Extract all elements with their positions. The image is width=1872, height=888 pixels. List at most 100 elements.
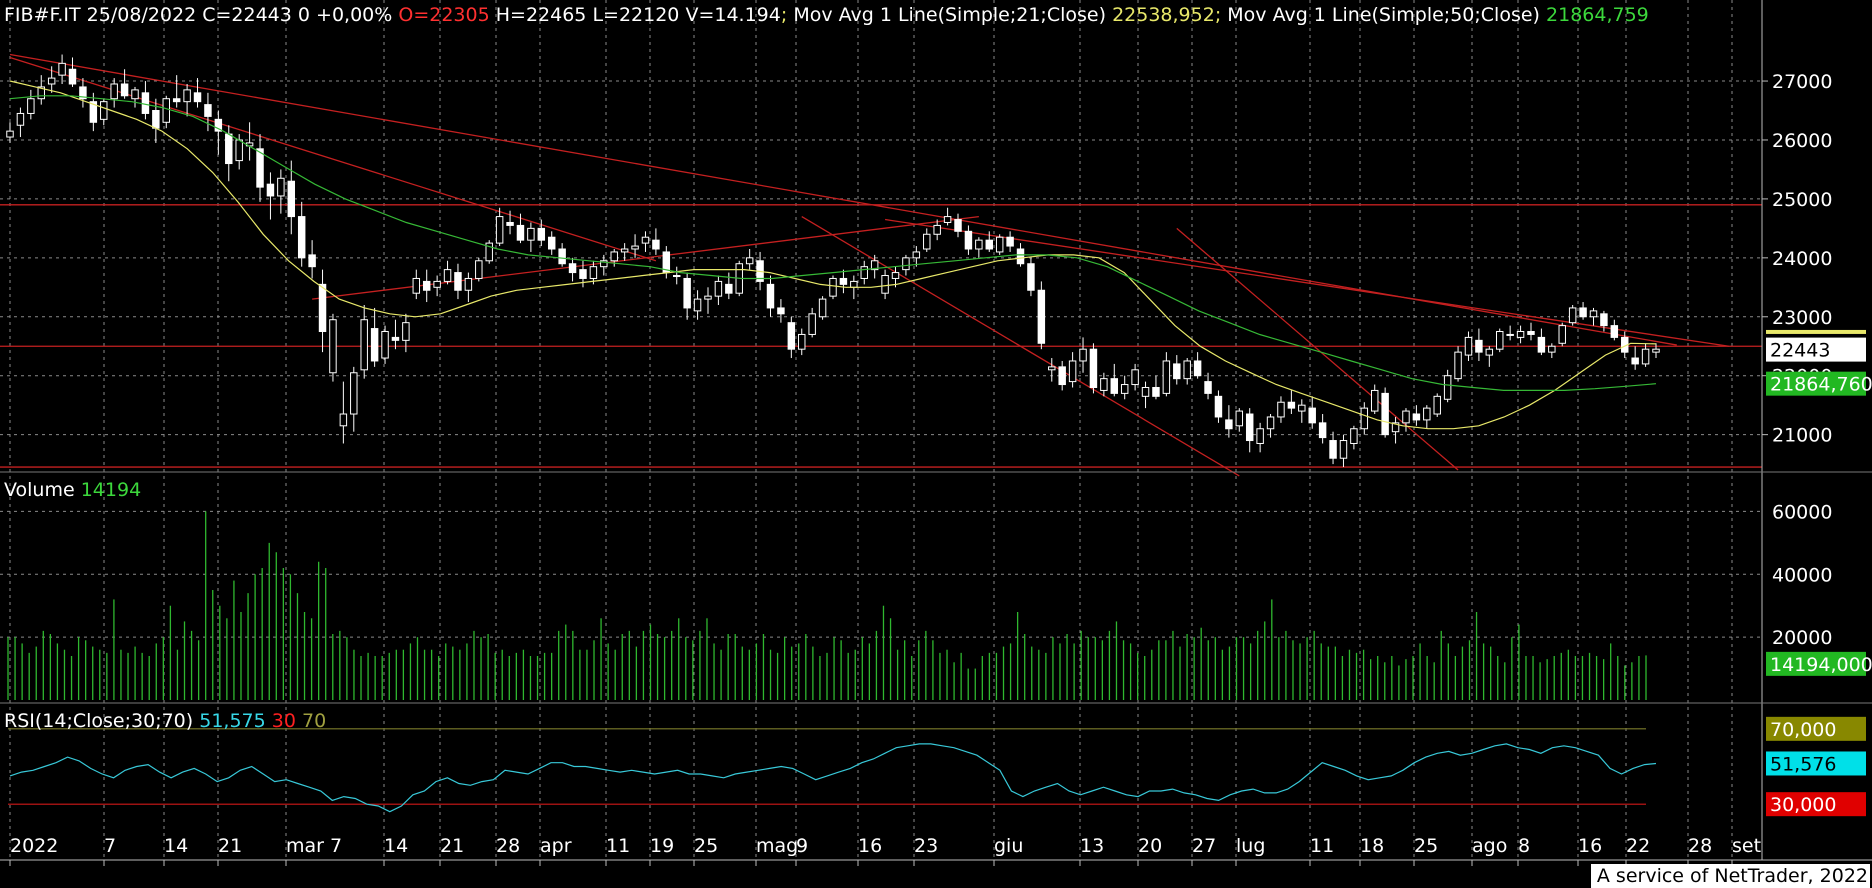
candle-body	[1631, 357, 1639, 365]
candle-body	[766, 283, 775, 309]
change-value: 0 +0,00%	[297, 4, 393, 26]
ma21-marker	[1766, 329, 1866, 334]
candle-body	[235, 139, 243, 162]
rsi-high-level: 70	[302, 710, 327, 732]
candle-body	[16, 112, 25, 126]
x-tick-label: 18	[1360, 835, 1384, 857]
candle-body	[360, 319, 368, 371]
candle-body	[547, 236, 556, 250]
price-reference-lines	[0, 53, 1762, 477]
volume-series	[7, 511, 1647, 700]
candle-body	[1589, 310, 1598, 318]
open-value: O=22305	[398, 4, 490, 26]
trendline	[884, 218, 1730, 347]
x-tick-label: giu	[994, 835, 1023, 857]
candle-body	[1287, 401, 1296, 409]
x-tick-label: 23	[914, 835, 938, 857]
candle-body	[537, 227, 546, 241]
ma50-label: Mov Avg 1 Line(Simple;50;Close)	[1227, 4, 1540, 26]
ma50-value: 21864,759	[1546, 4, 1649, 26]
candle-body	[506, 221, 514, 226]
x-tick-label: 14	[384, 835, 408, 857]
candle-body	[68, 68, 77, 85]
candle-body	[954, 219, 962, 232]
candle-body	[1443, 375, 1452, 400]
candle-body	[329, 319, 337, 374]
x-tick-label: 7	[104, 835, 116, 857]
x-tick-label: 11	[606, 835, 630, 857]
candle-body	[902, 257, 910, 271]
candle-body	[881, 275, 889, 294]
ma50-badge-bg	[1766, 371, 1866, 396]
ma21-label: Mov Avg 1 Line(Simple;21;Close)	[793, 4, 1107, 26]
trendline	[9, 56, 657, 262]
candle-body	[1235, 410, 1244, 427]
price-tick-label: 25000	[1772, 189, 1832, 211]
x-tick-label: 9	[796, 835, 808, 857]
candle-body	[6, 130, 14, 138]
candle-body	[141, 92, 150, 114]
candle-body	[1402, 410, 1410, 424]
candle-body	[1350, 428, 1358, 444]
candle-body	[1204, 381, 1212, 394]
high-value: H=22465	[495, 4, 587, 26]
x-tick-label: 21	[440, 835, 464, 857]
candle-body	[100, 101, 108, 120]
x-tick-label: 25	[694, 835, 718, 857]
candle-body	[829, 277, 837, 297]
low-value: L=22120	[592, 4, 680, 26]
candle-body	[745, 257, 754, 265]
candle-body	[204, 104, 212, 117]
candle-body	[1214, 395, 1223, 418]
x-tick-label: 21	[218, 835, 242, 857]
candle-body	[610, 251, 618, 262]
candle-body	[454, 272, 462, 291]
candle-body	[1027, 263, 1035, 291]
candle-body	[725, 283, 733, 294]
candle-body	[870, 260, 879, 271]
x-tick-label: 16	[1578, 835, 1602, 857]
candle-body	[79, 86, 87, 100]
volume-tick-label: 20000	[1772, 627, 1832, 649]
candle-body	[412, 277, 421, 294]
candle-body	[516, 224, 525, 241]
price-tick-label: 27000	[1772, 71, 1832, 93]
candle-body	[985, 239, 993, 250]
candle-body	[1370, 389, 1379, 412]
candle-body	[1100, 378, 1108, 391]
candle-body	[1475, 339, 1483, 353]
candle-body	[995, 236, 1004, 253]
candle-body	[1298, 404, 1306, 412]
rsi-series	[8, 728, 1657, 813]
candle-body	[1256, 428, 1264, 444]
candle-body	[1454, 351, 1462, 380]
candle-body	[1141, 386, 1150, 397]
candle-body	[964, 230, 973, 250]
candle-body	[975, 239, 983, 250]
candle-body	[152, 110, 160, 129]
candle-body	[568, 263, 577, 274]
x-tick-label: mar 7	[286, 835, 342, 857]
candle-body	[1318, 422, 1327, 439]
x-tick-label: 14	[164, 835, 188, 857]
candle-body	[527, 227, 535, 241]
candle-body	[704, 295, 712, 300]
candle-body	[1068, 360, 1077, 383]
volume-tick-label: 60000	[1772, 501, 1832, 523]
candle-body	[110, 83, 118, 100]
candle-body	[1339, 440, 1348, 459]
candle-body	[850, 280, 858, 288]
candle-body	[1277, 401, 1285, 418]
candle-body	[1391, 422, 1400, 433]
candle-body	[1089, 348, 1098, 388]
rsi70-badge-bg	[1766, 716, 1866, 741]
price-tick-label: 21000	[1772, 425, 1832, 447]
candle-body	[641, 236, 650, 244]
candle-body	[485, 242, 493, 262]
candle-body	[37, 86, 45, 100]
x-tick-label: 25	[1414, 835, 1438, 857]
candle-body	[1120, 384, 1129, 394]
candle-body	[1048, 366, 1056, 371]
price-tick-label: 23000	[1772, 307, 1832, 329]
